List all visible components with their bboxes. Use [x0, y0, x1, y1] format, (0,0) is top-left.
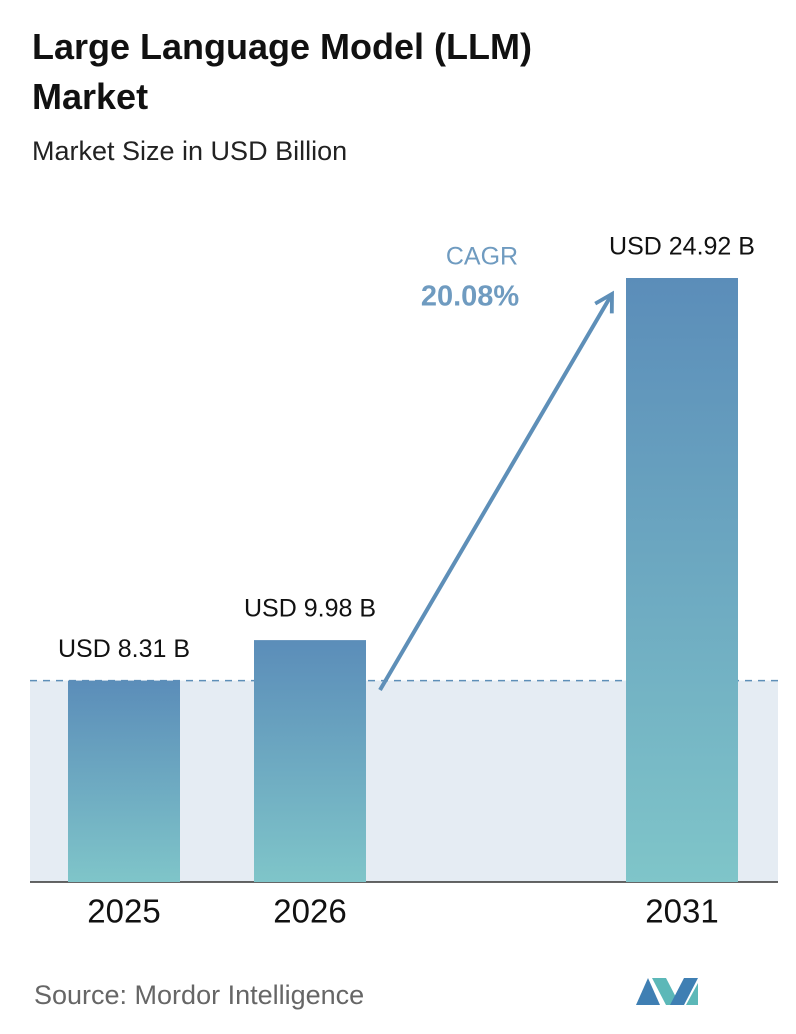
- value-label: USD 24.92 B: [609, 233, 755, 261]
- cagr-arrow: [378, 290, 614, 692]
- bar: [68, 680, 180, 882]
- x-tick-label: 2031: [645, 893, 718, 930]
- cagr-label: CAGR: [446, 243, 518, 271]
- chart-subtitle: Market Size in USD Billion: [32, 136, 348, 166]
- cagr-value: 20.08%: [421, 281, 520, 313]
- chart-title: Large Language Model (LLM) Market: [32, 26, 532, 117]
- value-label: USD 9.98 B: [244, 595, 376, 623]
- bar: [626, 278, 738, 882]
- x-tick-label: 2025: [87, 893, 160, 930]
- value-label: USD 8.31 B: [58, 635, 190, 663]
- x-tick-label: 2026: [273, 893, 346, 930]
- bar: [254, 640, 366, 882]
- logo: [636, 978, 698, 1005]
- source: Source: Mordor Intelligence: [34, 980, 364, 1010]
